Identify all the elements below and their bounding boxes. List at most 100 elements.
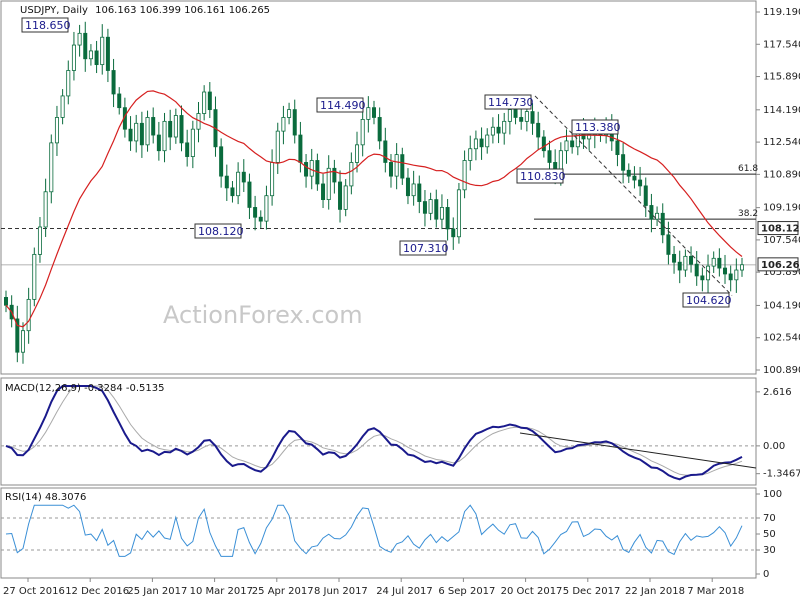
- price-tag-box: [757, 221, 799, 236]
- macd-title: MACD(12,26,9) -0.3284 -0.5135: [5, 383, 165, 394]
- candle-body: [519, 117, 524, 122]
- candle-body: [49, 142, 54, 193]
- candle-body: [105, 36, 110, 71]
- trendline-dashed: [534, 95, 733, 296]
- candle-body: [479, 138, 484, 148]
- label-110-830-box: [516, 168, 564, 184]
- candle-body: [71, 44, 76, 71]
- rsi-tick-label: 50: [763, 529, 776, 540]
- candle-body: [292, 109, 297, 136]
- candle-body: [298, 134, 303, 163]
- y-tick-label: 117.540: [763, 39, 800, 50]
- candle-body: [388, 162, 393, 177]
- candle-body: [422, 201, 427, 214]
- candle-body: [156, 134, 161, 152]
- label-114-490: 114.490: [320, 99, 366, 112]
- rsi-title: RSI(14) 48.3076: [5, 492, 86, 503]
- candle-body: [473, 138, 478, 150]
- candle-body: [632, 175, 637, 181]
- candle-body: [711, 257, 716, 267]
- y-tick-label: 102.540: [763, 333, 800, 344]
- y-tick-label: 114.190: [763, 105, 800, 116]
- candle-body: [54, 117, 59, 144]
- main-panel-frame: [0, 0, 757, 375]
- candle-body: [179, 115, 184, 144]
- y-tick-label: 109.190: [763, 203, 800, 214]
- y-tick-label: 119.190: [763, 7, 800, 18]
- candle-body: [536, 122, 541, 138]
- candle-body: [626, 169, 631, 177]
- sma-line: [5, 90, 743, 328]
- candle-body: [326, 167, 331, 201]
- rsi-tick-label: 0: [763, 569, 769, 580]
- label-107-310: 107.310: [403, 242, 449, 255]
- macd-trendline: [519, 432, 757, 469]
- candle-body: [660, 212, 665, 236]
- candle-body: [20, 330, 25, 353]
- candle-body: [638, 179, 643, 187]
- price-tag-last: 106.265: [761, 260, 800, 271]
- candle-body: [247, 181, 252, 208]
- candle-body: [128, 128, 133, 142]
- candle-body: [734, 269, 739, 281]
- label-118-650: 118.650: [25, 19, 71, 32]
- candle-body: [524, 111, 529, 122]
- fib-label: 38.2: [738, 209, 758, 219]
- candle-body: [383, 140, 388, 163]
- candle-body: [151, 117, 156, 136]
- rsi-layer: [1, 504, 756, 557]
- label-104-620-box: [682, 292, 730, 308]
- x-tick-label: 25 Jan 2017: [127, 586, 187, 597]
- label-118-650-box: [21, 17, 69, 33]
- candle-body: [672, 253, 677, 263]
- candle-body: [134, 122, 139, 142]
- rsi-panel-frame: [0, 487, 757, 579]
- candle-body: [621, 154, 626, 171]
- candle-body: [230, 187, 235, 197]
- candle-body: [700, 275, 705, 281]
- candle-body: [77, 32, 82, 46]
- x-tick-label: 10 Mar 2017: [190, 586, 253, 597]
- macd-line: [5, 385, 743, 481]
- x-tick-label: 20 Oct 2017: [501, 586, 563, 597]
- candle-body: [405, 177, 410, 197]
- y-tick-label: 104.190: [763, 300, 800, 311]
- candle-body: [694, 263, 699, 277]
- candle-body: [111, 70, 116, 95]
- candle-body: [185, 142, 190, 157]
- macd-signal-line: [5, 385, 743, 476]
- label-114-490-box: [316, 97, 364, 113]
- candle-body: [43, 191, 48, 228]
- candle-body: [451, 228, 456, 238]
- y-tick-label: 115.890: [763, 72, 800, 83]
- rsi-tick-label: 100: [763, 489, 782, 500]
- label-107-310-box: [399, 240, 447, 256]
- candle-body: [241, 171, 246, 183]
- candle-body: [190, 128, 195, 157]
- label-110-830: 110.830: [520, 170, 566, 183]
- candle-body: [355, 144, 360, 163]
- candle-body: [728, 273, 733, 281]
- rsi-tick-label: 70: [763, 513, 776, 524]
- candle-body: [456, 189, 461, 238]
- candle-body: [485, 134, 490, 148]
- candle-body: [32, 253, 37, 300]
- candle-body: [462, 160, 467, 191]
- candle-body: [219, 146, 224, 177]
- macd-tick-label: 2.616: [763, 387, 792, 398]
- candle-body: [321, 183, 326, 201]
- candle-body: [332, 167, 337, 183]
- candle-body: [360, 119, 365, 146]
- label-114-730-box: [484, 94, 532, 110]
- candle-body: [287, 109, 292, 118]
- candle-body: [740, 264, 745, 271]
- candle-body: [88, 50, 93, 60]
- x-tick-label: 6 Sep 2017: [438, 586, 495, 597]
- candle-body: [281, 117, 286, 132]
- fib-label: 61.8: [738, 164, 758, 174]
- candle-body: [643, 185, 648, 206]
- rsi-tick-label: 30: [763, 545, 776, 556]
- candle-body: [139, 122, 144, 146]
- candle-body: [270, 162, 275, 197]
- x-tick-label: 8 Jun 2017: [314, 586, 368, 597]
